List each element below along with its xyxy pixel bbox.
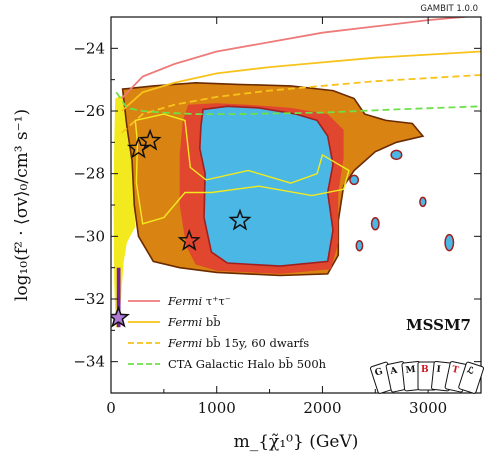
x-tick-label: 3000 xyxy=(409,399,447,417)
y-tick-label: −24 xyxy=(73,39,105,57)
logo-card: M xyxy=(401,361,423,392)
best-fit-star xyxy=(228,208,252,231)
x-tick-label: 1000 xyxy=(198,399,236,417)
logo-card-letter: M xyxy=(405,365,416,376)
logo-card-letter: ℒ xyxy=(466,365,476,377)
legend-label: Fermi bb̄ 15y, 60 dwarfs xyxy=(167,336,309,350)
logo-card-letter: G xyxy=(374,367,384,379)
x-axis-title: m_{χ̃₁⁰} (GeV) xyxy=(234,432,359,452)
y-tick-label: −26 xyxy=(73,102,105,120)
plot-area xyxy=(111,17,481,328)
y-axis-title: log₁₀(f² · ⟨σv⟩₀/cm³ s⁻¹) xyxy=(12,109,32,301)
best-fit-star xyxy=(138,128,162,151)
region-blue xyxy=(198,105,334,267)
region-yellow-contour xyxy=(134,113,350,225)
best-fit-star xyxy=(177,228,201,251)
legend-label: Fermi bb̄ xyxy=(167,315,221,329)
series-line-3 xyxy=(115,91,481,115)
y-tick-label: −28 xyxy=(73,165,105,183)
series-line-0 xyxy=(120,17,474,100)
logo-card: ℒ xyxy=(458,361,484,394)
region-island xyxy=(444,233,455,252)
region-island xyxy=(370,217,380,231)
series-line-1 xyxy=(121,50,481,112)
x-tick-label: 2000 xyxy=(303,399,341,417)
logo-card-letter: T xyxy=(451,365,460,376)
logo-card-letter: B xyxy=(421,365,429,375)
region-island xyxy=(419,196,427,208)
likelihood-regions xyxy=(113,81,455,328)
region-island xyxy=(390,149,403,161)
y-tick-label: −34 xyxy=(73,353,105,371)
logo-card-letter: I xyxy=(436,365,441,375)
legend-label: CTA Galactic Halo bb̄ 500h xyxy=(168,357,327,371)
legend-label: Fermi τ⁺τ⁻ xyxy=(167,294,231,308)
version-label: GAMBIT 1.0.0 xyxy=(420,4,478,14)
region-island xyxy=(349,174,360,186)
axis-ticks: 0 1000 2000 3000 −34 −32 −30 −28 −26 −24 xyxy=(73,16,481,417)
y-tick-label: −30 xyxy=(73,227,105,245)
y-tick-label: −32 xyxy=(73,290,105,308)
logo-card-letter: A xyxy=(388,366,399,378)
x-tick-label: 0 xyxy=(106,399,116,417)
limit-lines xyxy=(115,17,481,134)
region-island xyxy=(355,239,364,252)
model-label: MSSM7 xyxy=(406,316,471,334)
legend: Fermi τ⁺τ⁻ Fermi bb̄ Fermi bb̄ 15y, 60 dwa… xyxy=(128,294,327,371)
